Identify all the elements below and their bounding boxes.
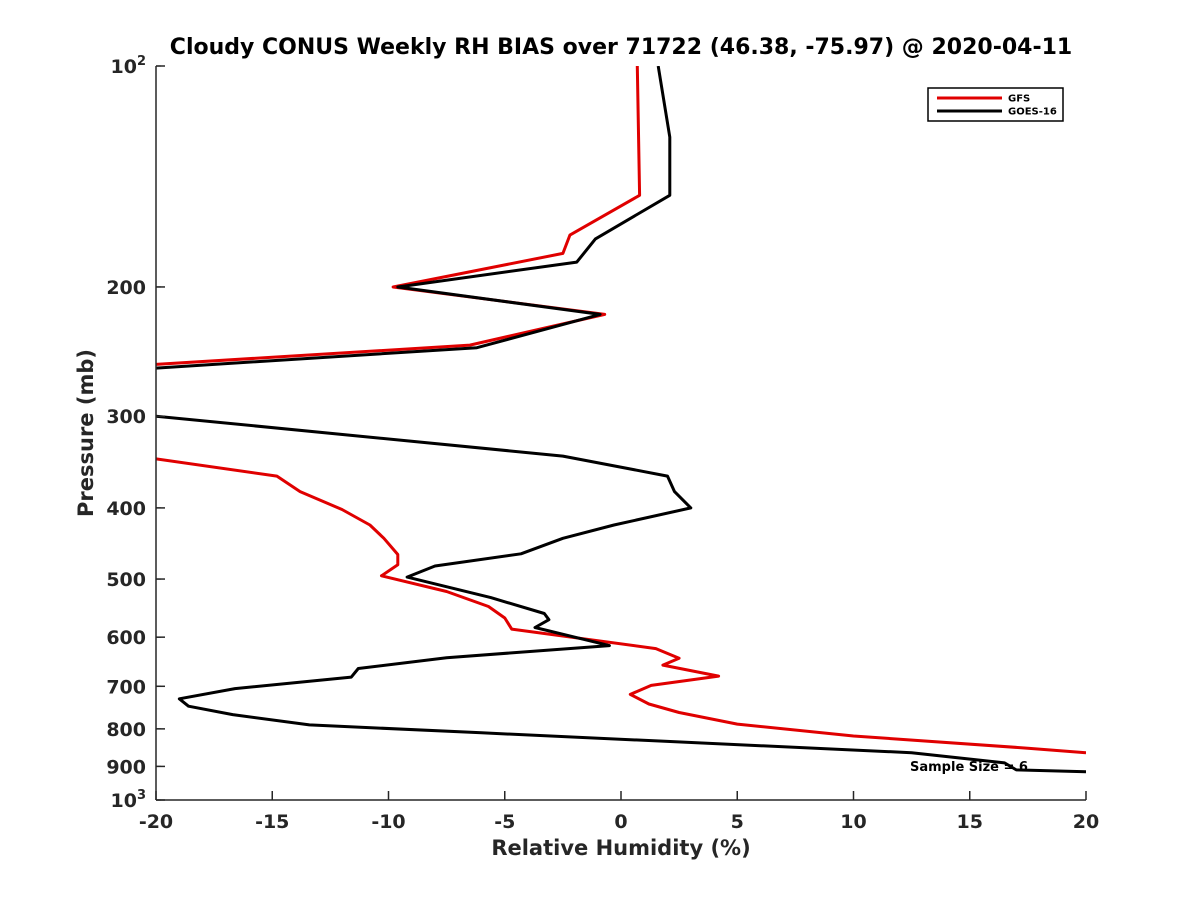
y-tick-label: 500 xyxy=(106,569,146,591)
y-axis-label: Pressure (mb) xyxy=(74,349,98,517)
y-tick-label: 103 xyxy=(111,788,147,812)
y-tick-label: 102 xyxy=(111,54,147,78)
y-tick-label: 400 xyxy=(106,498,146,520)
legend-label-gfs: GFS xyxy=(1008,94,1030,105)
series-line-goes-16 xyxy=(156,66,1086,774)
plot-area xyxy=(156,66,1086,800)
x-tick-label: -20 xyxy=(139,811,173,833)
y-tick-label: 600 xyxy=(106,627,146,649)
y-tick-label: 300 xyxy=(106,406,146,428)
y-tick-label: 700 xyxy=(106,676,146,698)
sample-size-annotation: Sample Size = 6 xyxy=(910,760,1028,775)
series-layer xyxy=(156,66,1086,774)
y-tick-label: 800 xyxy=(106,719,146,741)
x-tick-label: 0 xyxy=(614,811,627,833)
axes-layer: -20 -15 -10 -5 0 5 10 15 20 102 200 300 400 500 600 700… xyxy=(106,54,1099,833)
series-line-gfs xyxy=(156,66,1086,755)
y-tick-label: 900 xyxy=(106,756,146,778)
x-tick-label: -5 xyxy=(494,811,515,833)
x-tick-label: -10 xyxy=(371,811,405,833)
y-tick-label: 200 xyxy=(106,277,146,299)
x-tick-label: 15 xyxy=(957,811,983,833)
legend-box xyxy=(927,87,1064,122)
x-axis-label: Relative Humidity (%) xyxy=(491,836,750,860)
x-tick-label: 5 xyxy=(731,811,744,833)
chart-title: Cloudy CONUS Weekly RH BIAS over 71722 (… xyxy=(170,35,1072,60)
legend-label-goes-16: GOES-16 xyxy=(1008,107,1057,118)
x-tick-label: 20 xyxy=(1073,811,1099,833)
x-tick-label: -15 xyxy=(255,811,289,833)
legend: GFS GOES-16 xyxy=(927,87,1064,122)
x-tick-label: 10 xyxy=(840,811,866,833)
